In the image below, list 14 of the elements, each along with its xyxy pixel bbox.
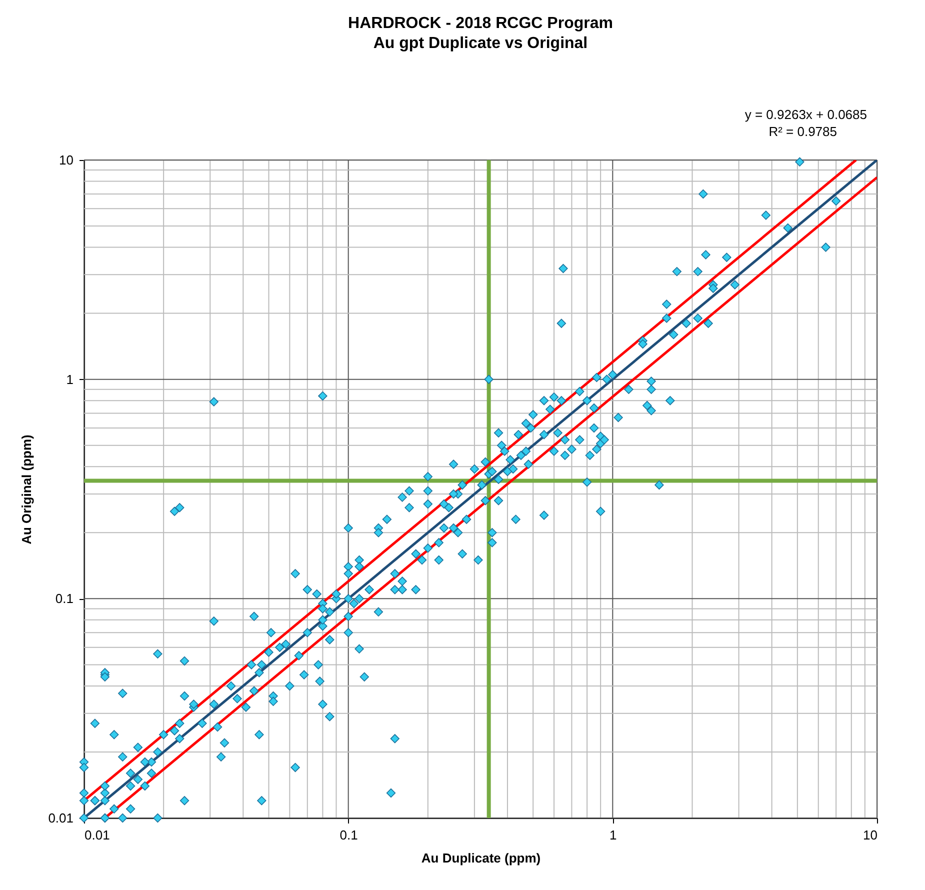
y-tick-label: 10 — [59, 152, 74, 168]
chart-title: HARDROCK - 2018 RCGC Program — [348, 15, 613, 32]
x-axis-title: Au Duplicate (ppm) — [421, 850, 541, 866]
x-tick-label: 0.01 — [84, 828, 110, 842]
x-tick-label: 1 — [610, 828, 617, 842]
x-tick-label: 10 — [863, 828, 878, 842]
y-axis-title: Au Original (ppm) — [19, 434, 34, 544]
y-tick-label: 1 — [66, 372, 74, 387]
chart-subtitle: Au gpt Duplicate vs Original — [373, 35, 588, 52]
y-tick-label: 0.1 — [55, 591, 74, 606]
text: R² = 0.9785 — [768, 124, 837, 139]
x-tick-label: 0.1 — [340, 828, 358, 842]
text: y = 0.9263x + 0.0685 — [744, 107, 867, 122]
y-tick-label: 0.01 — [48, 810, 74, 826]
